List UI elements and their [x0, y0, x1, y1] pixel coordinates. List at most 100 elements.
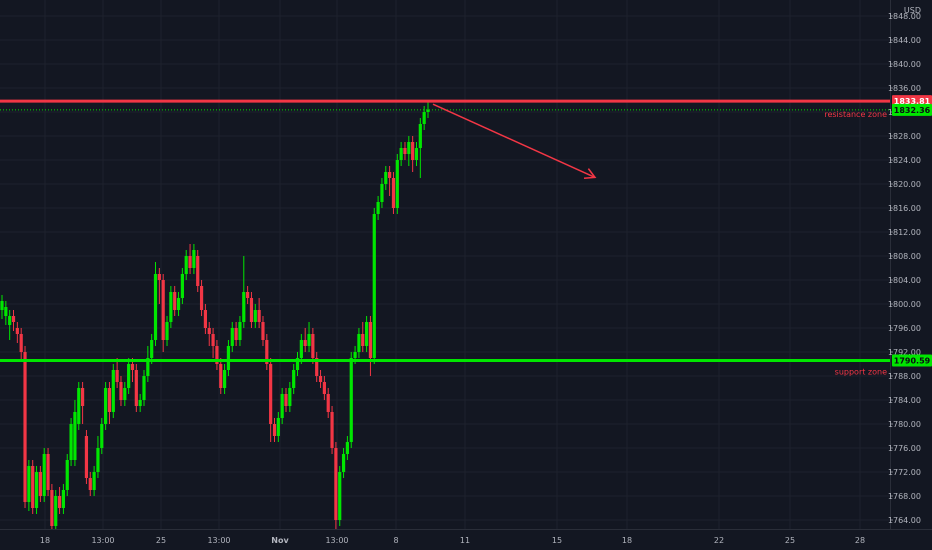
grid-lines	[0, 0, 890, 529]
candle-down	[38, 472, 42, 496]
candle-up	[27, 466, 31, 502]
time-tick-label: 18	[622, 536, 632, 545]
candle-down	[203, 310, 208, 328]
time-tick-label: 11	[460, 536, 470, 545]
arrow-shaft[interactable]	[432, 103, 596, 179]
candle-up	[123, 388, 127, 400]
candle-up	[96, 448, 100, 472]
price-tick-label: 1772.00	[888, 468, 921, 477]
candle-down	[315, 358, 319, 376]
price-tick-label: 1780.00	[888, 420, 921, 429]
price-tick-label: 1768.00	[888, 492, 921, 501]
candle-down	[188, 256, 192, 268]
time-tick-label: Nov	[271, 536, 289, 545]
candle-down	[11, 316, 16, 322]
candle-down	[326, 394, 330, 412]
candle-down	[46, 454, 50, 490]
candle-down	[265, 340, 269, 364]
candle-up	[341, 454, 346, 472]
candle-up	[92, 472, 96, 490]
candle-down	[50, 490, 54, 526]
candle-down	[119, 382, 123, 400]
candle-down	[234, 328, 238, 340]
candle-down	[23, 352, 27, 502]
candle-down	[196, 256, 200, 286]
price-tick-label: 1824.00	[888, 156, 921, 165]
time-tick-label: 13:00	[91, 536, 114, 545]
price-tick-label: 1848.00	[888, 12, 921, 21]
candle-down	[330, 412, 334, 448]
candle-up	[372, 214, 376, 358]
resistance-zone-label: resistance zone	[824, 110, 887, 119]
candle-down	[368, 322, 373, 358]
candle-down	[130, 364, 135, 370]
candle-up	[0, 301, 4, 310]
candle-up	[357, 334, 361, 352]
candle-down	[19, 334, 23, 352]
candle-up	[138, 400, 142, 406]
candle-up	[353, 352, 357, 358]
candle-up	[104, 388, 108, 424]
candle-up	[73, 412, 77, 460]
candle-down	[80, 388, 85, 406]
candle-down	[246, 292, 250, 298]
price-tick-label: 1816.00	[888, 204, 921, 213]
support-zone-price-badge: 1790.59	[894, 356, 931, 365]
time-tick-label: 28	[855, 536, 865, 545]
candle-down	[318, 376, 323, 382]
candle-up	[345, 442, 350, 454]
candle-up	[395, 160, 399, 208]
candle-up	[364, 322, 369, 346]
price-tick-label: 1784.00	[888, 396, 921, 405]
time-axis-background	[0, 529, 932, 550]
time-axis[interactable]: 18 13:00 25 13:00 Nov 13:00 8 11 15 18 22 25 28	[0, 529, 932, 550]
candle-up	[238, 322, 242, 340]
time-tick-label: 22	[714, 536, 724, 545]
time-tick-label: 13:00	[325, 536, 348, 545]
candle-up	[34, 472, 39, 508]
candle-down	[219, 364, 223, 388]
price-tick-label: 1804.00	[888, 276, 921, 285]
time-tick-label: 18	[40, 536, 50, 545]
candle-up	[142, 376, 146, 400]
candle-up	[176, 298, 181, 310]
price-tick-label: 1800.00	[888, 300, 921, 309]
price-tick-label: 1820.00	[888, 180, 921, 189]
candle-up	[338, 472, 342, 520]
last-price-badge: 1832.36	[894, 106, 931, 115]
candle-up	[276, 418, 280, 436]
candle-up	[54, 496, 58, 526]
candle-down	[334, 448, 338, 520]
candle-down	[134, 370, 138, 406]
candle-up	[426, 109, 430, 112]
candle-up	[192, 250, 196, 268]
price-tick-label: 1844.00	[888, 36, 921, 45]
time-tick-label: 13:00	[207, 536, 230, 545]
candle-up	[280, 394, 284, 418]
candle-up	[4, 307, 8, 316]
candle-up	[169, 292, 173, 322]
candle-up	[42, 454, 46, 496]
candle-down	[391, 178, 396, 208]
candles	[0, 100, 430, 535]
price-tick-label: 1808.00	[888, 252, 921, 261]
candle-up	[288, 388, 292, 406]
price-axis[interactable]: USD1848.001844.001840.001836.001832.0018…	[888, 0, 932, 550]
candle-up	[376, 202, 380, 214]
candle-down	[272, 424, 277, 436]
candle-up	[407, 142, 411, 154]
candle-down	[207, 328, 211, 334]
candle-up	[349, 358, 353, 442]
candle-up	[230, 328, 234, 346]
candle-up	[299, 340, 303, 358]
last-price-badge-background	[892, 103, 932, 116]
candle-down	[107, 388, 112, 412]
candle-up	[399, 148, 403, 160]
price-axis-background	[890, 0, 932, 550]
candle-down	[388, 172, 392, 178]
candle-down	[157, 274, 161, 280]
candle-down	[303, 340, 307, 346]
candle-down	[215, 346, 219, 364]
support-zone-price-badge-background	[892, 354, 932, 367]
